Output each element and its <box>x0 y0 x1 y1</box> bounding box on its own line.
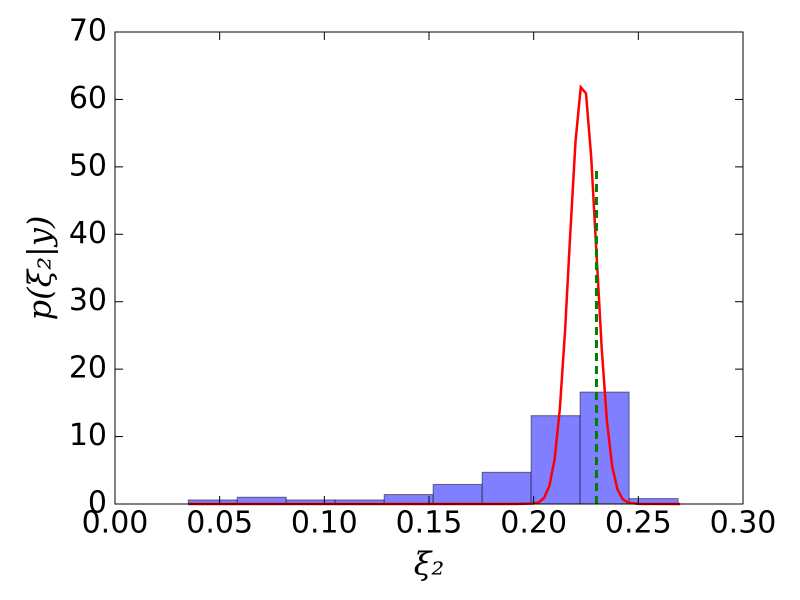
x-tick-label: 0.00 <box>82 506 149 541</box>
x-tick-label: 0.30 <box>710 506 777 541</box>
x-axis-label: ξ₂ <box>414 545 444 583</box>
bar <box>481 471 532 505</box>
x-tick-label: 0.10 <box>291 506 358 541</box>
y-tick-label: 50 <box>69 148 107 183</box>
bar <box>383 494 434 505</box>
bar <box>579 391 630 505</box>
x-tick-label: 0.25 <box>605 506 672 541</box>
x-tick-label: 0.15 <box>396 506 463 541</box>
bar <box>432 483 483 505</box>
y-tick-label: 10 <box>69 418 107 453</box>
y-tick-label: 60 <box>69 81 107 116</box>
x-tick-label: 0.05 <box>186 506 253 541</box>
y-tick-label: 40 <box>69 216 107 251</box>
y-tick-label: 20 <box>69 351 107 386</box>
y-tick-label: 30 <box>69 283 107 318</box>
x-tick-label: 0.20 <box>500 506 567 541</box>
density-line <box>188 84 681 506</box>
y-tick-label: 70 <box>69 14 107 49</box>
plot-frame <box>114 31 744 505</box>
y-axis-label: p(ξ₂|y) <box>21 216 59 321</box>
y-tick-label: 0 <box>88 486 107 521</box>
